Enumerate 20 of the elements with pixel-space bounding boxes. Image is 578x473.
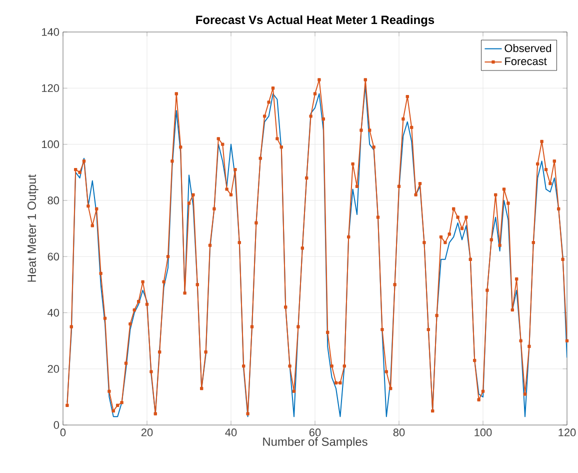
x-tick-label: 40 xyxy=(225,428,237,436)
y-tick-label: 80 xyxy=(48,196,60,204)
chart-title: Forecast Vs Actual Heat Meter 1 Readings xyxy=(196,15,434,26)
x-tick-label: 0 xyxy=(60,428,66,436)
x-tick-label: 120 xyxy=(558,428,576,436)
legend-label: Observed xyxy=(504,44,552,52)
x-tick-label: 100 xyxy=(474,428,492,436)
y-tick-label: 20 xyxy=(48,364,60,373)
x-tick-label: 60 xyxy=(309,428,321,436)
y-tick-label: 40 xyxy=(48,308,60,317)
legend-label: Forecast xyxy=(505,57,547,66)
y-tick-label: 100 xyxy=(42,140,60,148)
y-axis-title: Heat Meter 1 Output xyxy=(28,174,38,282)
x-tick-label: 80 xyxy=(393,428,405,436)
y-tick-label: 0 xyxy=(54,421,60,429)
y-tick-label: 60 xyxy=(48,252,60,260)
y-tick-label: 120 xyxy=(42,84,60,92)
x-axis-title: Number of Samples xyxy=(263,437,368,448)
x-tick-label: 20 xyxy=(141,428,153,436)
y-tick-label: 140 xyxy=(42,28,60,36)
